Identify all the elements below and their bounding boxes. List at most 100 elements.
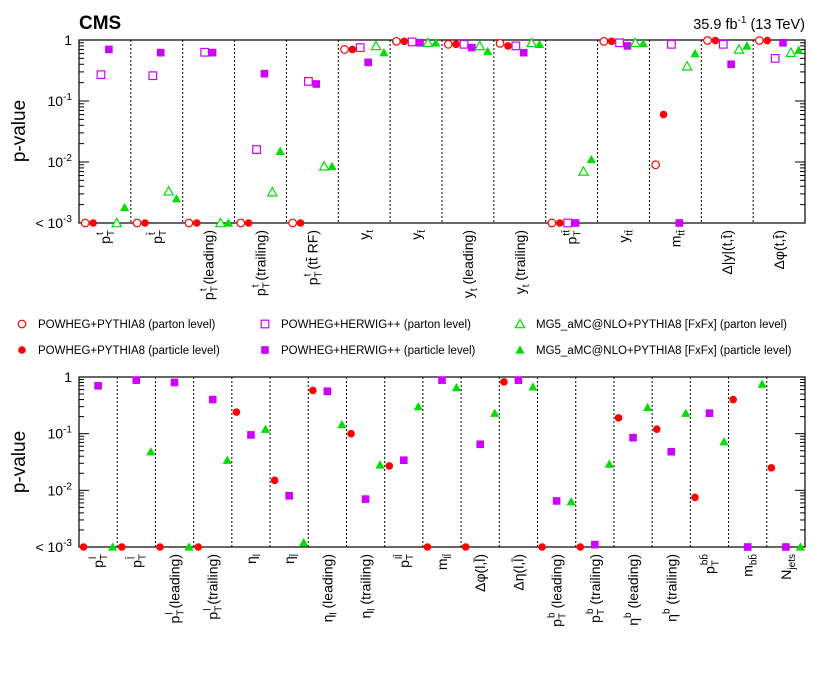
- top-data-point: [355, 43, 365, 53]
- top-data-point: [208, 48, 217, 57]
- top-data-point: [534, 39, 545, 48]
- top-xtick-label: pTt (tt̄ RF): [302, 230, 324, 285]
- top-xtick-label: Δφ(t,t̄): [771, 230, 787, 269]
- top-xtick-label: yt: [356, 230, 376, 240]
- bottom-panel: < 10-3 10-2 10-1 1 pTl pTl̄ pTl (leading) pTl …: [9, 369, 806, 627]
- top-data-point: [340, 45, 349, 54]
- bottom-data-point: [156, 543, 164, 551]
- top-data-point: [252, 145, 261, 154]
- bottom-ytick-label: < 10-3: [35, 538, 72, 555]
- bottom-data-point: [591, 540, 599, 549]
- bottom-data-point: [514, 376, 523, 384]
- top-data-point: [318, 160, 330, 171]
- bottom-data-point: [247, 431, 255, 439]
- top-data-point: [474, 40, 486, 51]
- bottom-ytick-label: 1: [64, 369, 72, 385]
- top-data-point: [422, 36, 434, 48]
- top-data-point: [364, 58, 372, 67]
- bottom-xtick-label: ηl (trailing): [358, 554, 378, 619]
- lumi-label: 35.9 fb-1 (13 TeV): [693, 15, 805, 33]
- top-data-point: [80, 218, 90, 228]
- bottom-data-point: [413, 402, 423, 411]
- top-data-point: [132, 218, 142, 228]
- top-xtick-label: mtt̄: [667, 230, 687, 248]
- top-data-point: [495, 38, 505, 48]
- svg-text:pTbb̄: pTbb̄: [698, 554, 722, 574]
- bottom-data-point: [538, 543, 546, 551]
- top-xtick-label: pTtt̄: [560, 230, 583, 245]
- bottom-data-point: [361, 495, 370, 503]
- bottom-plot-frame: [78, 376, 806, 548]
- bottom-data-point: [451, 383, 462, 392]
- svg-text:Δη(l,l̄): Δη(l,l̄): [510, 554, 526, 591]
- bottom-data-point: [347, 429, 355, 438]
- top-data-point: [407, 37, 417, 47]
- top-ytick-label: < 10-3: [35, 214, 72, 231]
- top-data-point: [193, 219, 201, 227]
- svg-text:pTl (trailing): pTl (trailing): [203, 554, 225, 620]
- bottom-xtick-label: pTb (leading): [547, 554, 569, 627]
- top-xtick-label: yt̄: [408, 230, 428, 240]
- bottom-xtick-label: ηb (trailing): [661, 554, 679, 622]
- top-data-point: [468, 43, 476, 52]
- svg-text:pTl̄: pTl̄: [125, 554, 149, 568]
- bottom-data-point: [108, 542, 118, 551]
- top-xtick-label: pTt (trailing): [251, 230, 273, 296]
- top-data-point: [459, 39, 469, 49]
- svg-text:ηl (leading): ηl (leading): [319, 554, 339, 622]
- top-data-point: [711, 36, 720, 45]
- bottom-data-point: [767, 463, 776, 472]
- bottom-data-point: [552, 497, 561, 505]
- top-data-point: [607, 37, 616, 46]
- bottom-data-point: [117, 543, 126, 551]
- bottom-data-point: [94, 381, 102, 390]
- svg-text:yt (leading): yt (leading): [460, 230, 480, 298]
- bottom-data-point: [629, 433, 637, 442]
- svg-text:yt̄: yt̄: [408, 230, 428, 240]
- legend-marker: [18, 346, 26, 354]
- top-data-point: [629, 36, 641, 48]
- bottom-xtick-label: mll̄: [434, 553, 454, 570]
- svg-text:pTll̄: pTll̄: [392, 554, 416, 568]
- bottom-data-point: [438, 376, 446, 384]
- top-data-point: [348, 45, 357, 54]
- legend-marker: [261, 346, 269, 354]
- top-data-point: [148, 71, 158, 81]
- legend-label: MG5_aMC@NLO+PYTHIA8 [FxFx] (parton level…: [536, 319, 787, 331]
- bottom-data-point: [385, 462, 394, 470]
- top-data-point: [443, 39, 453, 49]
- bottom-data-point: [782, 543, 790, 551]
- svg-text:ηl: ηl: [243, 554, 263, 564]
- bottom-xtick-label: Δη(l,l̄): [510, 554, 526, 591]
- top-data-point: [483, 46, 493, 56]
- svg-text:mtt̄: mtt̄: [667, 230, 687, 248]
- bottom-data-point: [614, 414, 623, 422]
- bottom-ylabel: p-value: [9, 431, 30, 493]
- top-data-point: [120, 202, 130, 212]
- bottom-data-point: [719, 437, 729, 446]
- svg-text:ηb (trailing): ηb (trailing): [661, 554, 679, 622]
- top-data-point: [223, 218, 233, 227]
- top-data-point: [794, 45, 804, 54]
- top-data-point: [184, 218, 194, 228]
- legend: POWHEG+PYTHIA8 (parton level) POWHEG+HERW…: [17, 318, 792, 357]
- svg-text:ηl̄: ηl̄: [281, 553, 301, 564]
- bottom-data-point: [285, 492, 293, 500]
- bottom-data-point: [743, 543, 752, 551]
- bottom-data-point: [232, 408, 241, 416]
- bottom-xtick-label: ηl̄: [281, 553, 301, 564]
- bottom-xtick-label: pTb (trailing): [585, 554, 607, 623]
- bottom-data-point: [399, 456, 408, 465]
- top-data-point: [742, 41, 752, 50]
- top-data-point: [327, 161, 337, 170]
- experiment-label: CMS: [79, 13, 121, 34]
- bottom-xtick-label: Njets: [778, 554, 798, 580]
- legend-label: POWHEG+HERWIG++ (parton level): [281, 319, 471, 331]
- legend-label: POWHEG+HERWIG++ (particle level): [281, 345, 476, 357]
- top-data-point: [563, 218, 573, 228]
- top-data-point: [370, 40, 382, 51]
- bottom-data-point: [566, 497, 576, 506]
- top-data-point: [171, 194, 182, 203]
- svg-text:ηl (trailing): ηl (trailing): [358, 554, 378, 619]
- top-ytick-label: 10-1: [48, 92, 73, 109]
